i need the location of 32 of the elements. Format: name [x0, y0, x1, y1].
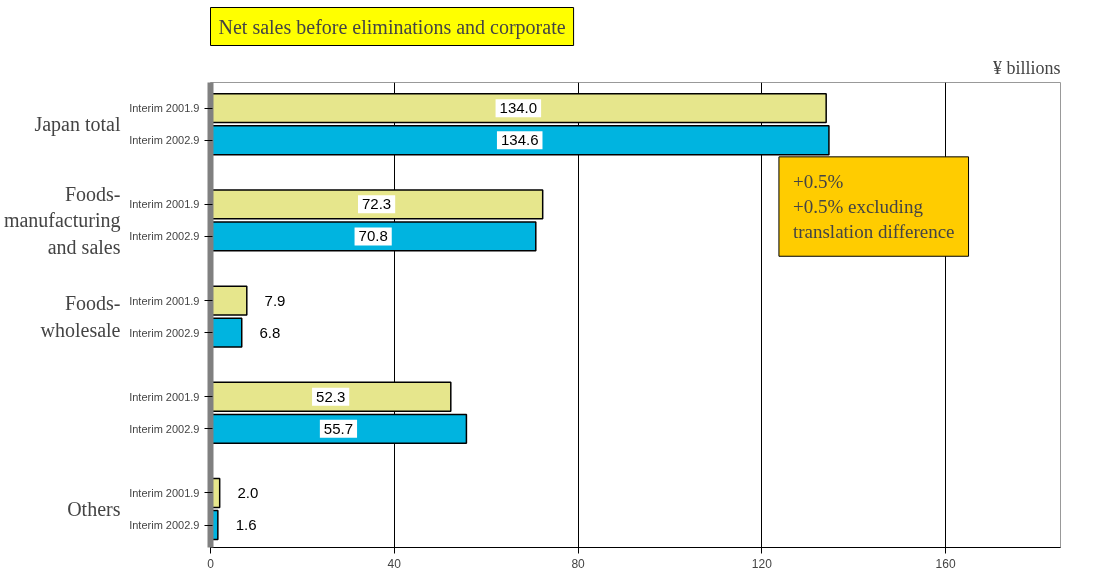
data-label: 134.6 — [500, 131, 539, 149]
y-tick-label: Foods-manufacturing and sales — [3, 183, 121, 258]
text: Interim 2001.9 — [129, 198, 200, 211]
data-label: 72.3 — [362, 195, 392, 213]
legend-label: Interim 2001.9 — [129, 102, 200, 115]
text: Interim 2002.9 — [129, 230, 200, 243]
data-label: 2.0 — [237, 483, 259, 501]
data-label: 134.0 — [499, 99, 538, 117]
y-tick-label: Foods-wholesale — [40, 292, 121, 341]
text: Interim 2001.9 — [129, 486, 200, 499]
x-tick-label: 40 — [387, 556, 402, 571]
text: Interim 2002.9 — [129, 326, 200, 339]
annotation: +0.5% +0.5% excluding translation difference — [792, 170, 955, 243]
y-tick-label: Others — [67, 498, 121, 521]
text: ¥ billions — [992, 57, 1061, 78]
x-tick-label: 160 — [935, 556, 956, 571]
x-tick-label: 120 — [751, 556, 773, 571]
chart-subtitle: Net sales before eliminations and corporate — [218, 15, 566, 39]
data-label: 55.7 — [323, 419, 354, 437]
text: Interim 2002.9 — [129, 519, 200, 532]
data-label: 6.8 — [259, 323, 281, 341]
x-tick-label: 0 — [207, 556, 215, 571]
data-label: 1.6 — [235, 516, 257, 534]
data-label: 7.9 — [264, 291, 286, 309]
x-tick-label: 80 — [571, 556, 586, 571]
text: Interim 2002.9 — [129, 422, 200, 435]
text: Interim 2001.9 — [129, 294, 200, 307]
data-label: 52.3 — [316, 387, 346, 405]
data-label: 70.8 — [358, 227, 388, 245]
y-tick-label: Japan total — [34, 113, 121, 137]
text: Interim 2001.9 — [129, 390, 200, 403]
legend-label: Interim 2002.9 — [129, 134, 200, 147]
